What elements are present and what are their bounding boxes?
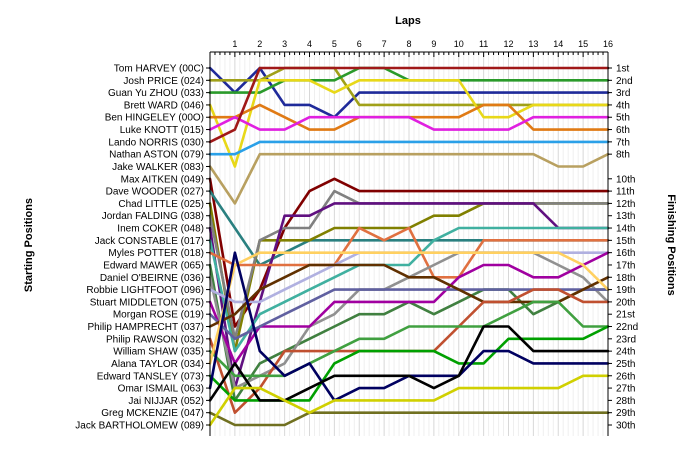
series-line-8: [208, 140, 610, 156]
finishing-position-label: 15th: [616, 236, 635, 247]
finishing-position-label: 26th: [616, 371, 635, 382]
finishing-position-label: 5th: [616, 113, 630, 124]
finishing-position-label: 8th: [616, 150, 630, 161]
finishing-position-label: 12th: [616, 199, 635, 210]
x-tick-label: 11: [479, 39, 488, 49]
starting-position-label: Tom HARVEY (00C): [114, 64, 204, 75]
starting-position-label: Jordan FALDING (038): [102, 211, 204, 222]
x-tick-label: 4: [307, 39, 312, 49]
x-tick-label: 3: [282, 39, 287, 49]
finishing-position-label: 10th: [616, 174, 635, 185]
starting-position-label: Nathan ASTON (079): [109, 150, 204, 161]
finishing-position-label: 4th: [616, 100, 630, 111]
y-axis-right-title: Finishing Positions: [665, 194, 677, 295]
x-tick-label: 5: [332, 39, 337, 49]
series-line-14: [208, 202, 610, 390]
x-tick-label: 6: [357, 39, 362, 49]
x-tick-label: 2: [257, 39, 262, 49]
finishing-position-label: 23rd: [616, 334, 636, 345]
starting-position-label: Luke KNOTT (015): [120, 125, 204, 136]
series-line-29: [208, 411, 610, 427]
starting-position-label: Max AITKEN (049): [121, 174, 204, 185]
finishing-position-label: 2nd: [616, 76, 633, 87]
starting-position-label: Lando NORRIS (030): [108, 137, 204, 148]
finishing-position-label: 21st: [616, 310, 635, 321]
series-line-1: [208, 66, 610, 119]
starting-position-label: Josh PRICE (024): [123, 76, 204, 87]
starting-position-label: William SHAW (035): [113, 347, 204, 358]
finishing-position-label: 1st: [616, 64, 630, 75]
x-tick-label: 15: [578, 39, 588, 49]
x-tick-label: 16: [603, 39, 613, 49]
finishing-position-label: 14th: [616, 224, 635, 235]
y-axis-left-title: Starting Positions: [23, 198, 35, 292]
x-tick-label: 9: [431, 39, 436, 49]
finishing-position-label: 11th: [616, 187, 635, 198]
x-tick-label: 12: [503, 39, 513, 49]
finishing-position-label: 24th: [616, 347, 635, 358]
starting-position-label: Ben HINGELEY (00O): [105, 113, 204, 124]
starting-position-label: Jack CONSTABLE (017): [95, 236, 204, 247]
finishing-position-label: 30th: [616, 421, 635, 432]
finishing-position-label: 7th: [616, 137, 630, 148]
starting-position-label: Brett WARD (046): [124, 100, 204, 111]
x-tick-label: 14: [553, 39, 563, 49]
series-line-9: [208, 152, 610, 205]
x-axis-title: Laps: [395, 15, 421, 27]
finishing-position-label: 16th: [616, 248, 635, 259]
starting-position-label: Jai NIJJAR (052): [128, 396, 204, 407]
x-tick-label: 13: [528, 39, 538, 49]
series-line-20: [208, 251, 610, 365]
starting-position-label: Philip HAMPRECHT (037): [87, 322, 204, 333]
finishing-position-label: 28th: [616, 396, 635, 407]
finishing-position-label: 20th: [616, 297, 635, 308]
x-tick-label: 7: [382, 39, 387, 49]
series-line-6: [208, 115, 610, 131]
starting-position-label: Morgan ROSE (019): [113, 310, 204, 321]
starting-position-label: Jake WALKER (083): [112, 162, 204, 173]
finishing-position-label: 6th: [616, 125, 630, 136]
starting-position-label: Philip RAWSON (032): [106, 334, 204, 345]
starting-position-label: Chad LITTLE (025): [118, 199, 204, 210]
finishing-position-label: 18th: [616, 273, 635, 284]
series-line-15: [208, 226, 610, 353]
starting-position-label: Robbie LIGHTFOOT (096): [86, 285, 204, 296]
starting-position-label: Guan Yu ZHOU (033): [108, 88, 204, 99]
starting-position-label: Dave WOODER (027): [106, 187, 204, 198]
x-tick-label: 10: [454, 39, 464, 49]
series-line-28: [208, 325, 610, 402]
finishing-position-label: 13th: [616, 211, 635, 222]
series-line-7: [208, 66, 610, 144]
starting-position-label: Myles POTTER (018): [108, 248, 204, 259]
starting-position-label: Edward TANSLEY (073): [97, 371, 204, 382]
starting-position-label: Edward MAWER (065): [103, 260, 204, 271]
x-tick-label: 1: [232, 39, 237, 49]
starting-position-label: Omar ISMAIL (063): [118, 384, 204, 395]
series-line-25: [208, 251, 610, 365]
series-line-16: [208, 226, 610, 279]
series-line-4: [208, 79, 610, 168]
finishing-position-label: 29th: [616, 408, 635, 419]
series-line-24: [208, 300, 610, 378]
finishing-position-label: 3rd: [616, 88, 630, 99]
finishing-position-label: 27th: [616, 384, 635, 395]
starting-position-label: Daniel O'BEIRNE (036): [100, 273, 204, 284]
starting-position-label: Alana TAYLOR (034): [111, 359, 204, 370]
starting-position-label: Greg MCKENZIE (047): [101, 408, 204, 419]
starting-position-label: Inem COKER (048): [117, 224, 204, 235]
starting-position-label: Stuart MIDDLETON (075): [90, 297, 204, 308]
x-tick-label: 8: [406, 39, 411, 49]
finishing-position-label: 19th: [616, 285, 635, 296]
finishing-position-label: 22nd: [616, 322, 638, 333]
finishing-position-label: 17th: [616, 260, 635, 271]
starting-position-label: Jack BARTHOLOMEW (089): [75, 421, 204, 432]
series-layer: [208, 66, 610, 427]
series-line-30: [208, 374, 610, 427]
finishing-position-label: 25th: [616, 359, 635, 370]
